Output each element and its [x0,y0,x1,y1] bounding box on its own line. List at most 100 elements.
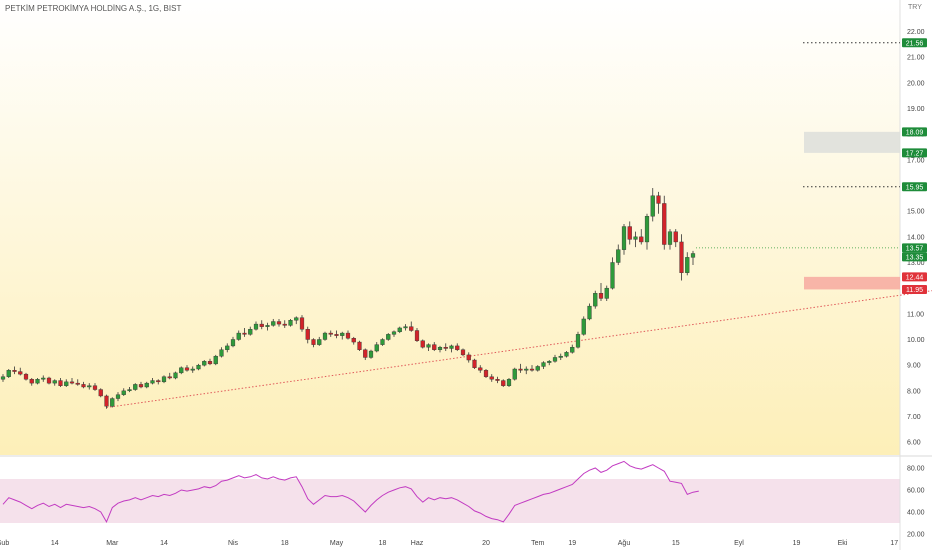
candle[interactable] [587,303,592,321]
candle[interactable] [575,331,581,349]
candle[interactable] [432,342,437,352]
candle[interactable] [639,229,644,245]
candle[interactable] [23,372,29,381]
candle[interactable] [225,343,230,353]
candle[interactable] [259,320,264,330]
candle[interactable] [334,330,339,339]
candle[interactable] [690,250,696,266]
candle[interactable] [662,195,667,250]
candle[interactable] [529,365,535,372]
candle[interactable] [98,388,103,398]
candle[interactable] [374,342,379,353]
candle[interactable] [58,377,63,387]
candle[interactable] [455,343,460,352]
candle[interactable] [495,376,500,384]
candle[interactable] [253,321,259,331]
candle[interactable] [420,339,425,349]
candle[interactable] [564,351,569,358]
candle[interactable] [650,188,655,222]
candle[interactable] [437,345,443,353]
candle[interactable] [207,358,213,366]
candle[interactable] [679,234,684,281]
candle[interactable] [449,344,454,353]
candle[interactable] [328,330,333,337]
candle[interactable] [340,331,345,340]
candle[interactable] [167,372,172,380]
candle[interactable] [150,377,155,385]
candle[interactable] [230,336,236,348]
candle[interactable] [161,375,167,384]
candle[interactable] [633,231,638,248]
candle[interactable] [409,321,414,332]
candle[interactable] [391,330,397,337]
candle[interactable] [81,381,86,389]
candle[interactable] [547,360,552,366]
candle[interactable] [357,340,362,352]
candle[interactable] [271,318,276,327]
candle[interactable] [616,244,621,266]
candle[interactable] [570,344,575,354]
candle[interactable] [386,333,391,341]
candle[interactable] [52,379,57,386]
resistance-zone[interactable] [804,131,900,153]
candle[interactable] [506,377,512,387]
support-zone[interactable] [804,276,900,290]
candle[interactable] [581,316,586,336]
candle[interactable] [202,360,207,367]
candle[interactable] [512,367,517,381]
candle[interactable] [133,383,138,391]
candle[interactable] [41,375,46,382]
candle[interactable] [667,229,673,250]
candle[interactable] [443,343,448,352]
candle[interactable] [621,223,627,255]
candle[interactable] [213,354,218,366]
candle[interactable] [501,379,506,387]
candle[interactable] [190,366,195,373]
candle[interactable] [110,397,115,408]
candle[interactable] [121,388,126,396]
rsi-line[interactable] [2,460,699,524]
candle[interactable] [426,343,431,352]
candle[interactable] [173,371,178,380]
candle[interactable] [403,324,408,331]
candle[interactable] [351,336,356,345]
candle[interactable] [127,386,132,393]
candle[interactable] [35,377,40,385]
candle[interactable] [265,322,270,331]
trendline[interactable] [106,283,932,409]
candle[interactable] [156,379,161,385]
candle[interactable] [414,327,420,343]
candle[interactable] [524,366,529,375]
candle[interactable] [276,318,282,327]
candle[interactable] [0,374,6,382]
candle[interactable] [299,315,305,332]
candle[interactable] [610,257,615,290]
candle[interactable] [144,381,149,389]
candle[interactable] [489,374,494,382]
candle[interactable] [18,367,23,376]
candle[interactable] [92,383,98,391]
candle[interactable] [518,363,523,373]
candle[interactable] [104,394,109,409]
candle[interactable] [460,348,466,357]
candle[interactable] [478,365,483,373]
candle[interactable] [242,327,247,337]
candle[interactable] [75,379,80,386]
candle[interactable] [138,381,144,389]
candle[interactable] [322,331,328,341]
candle[interactable] [87,383,92,390]
candle[interactable] [604,285,609,301]
candle[interactable] [184,365,190,372]
candle[interactable] [483,369,489,378]
candle[interactable] [685,252,690,276]
candle[interactable] [282,320,287,328]
candle[interactable] [311,338,316,348]
candle[interactable] [535,365,540,372]
candle[interactable] [69,377,75,385]
candle[interactable] [656,191,661,214]
candle[interactable] [552,354,558,363]
candle[interactable] [317,336,322,346]
candle[interactable] [6,369,11,378]
candle[interactable] [305,326,310,344]
